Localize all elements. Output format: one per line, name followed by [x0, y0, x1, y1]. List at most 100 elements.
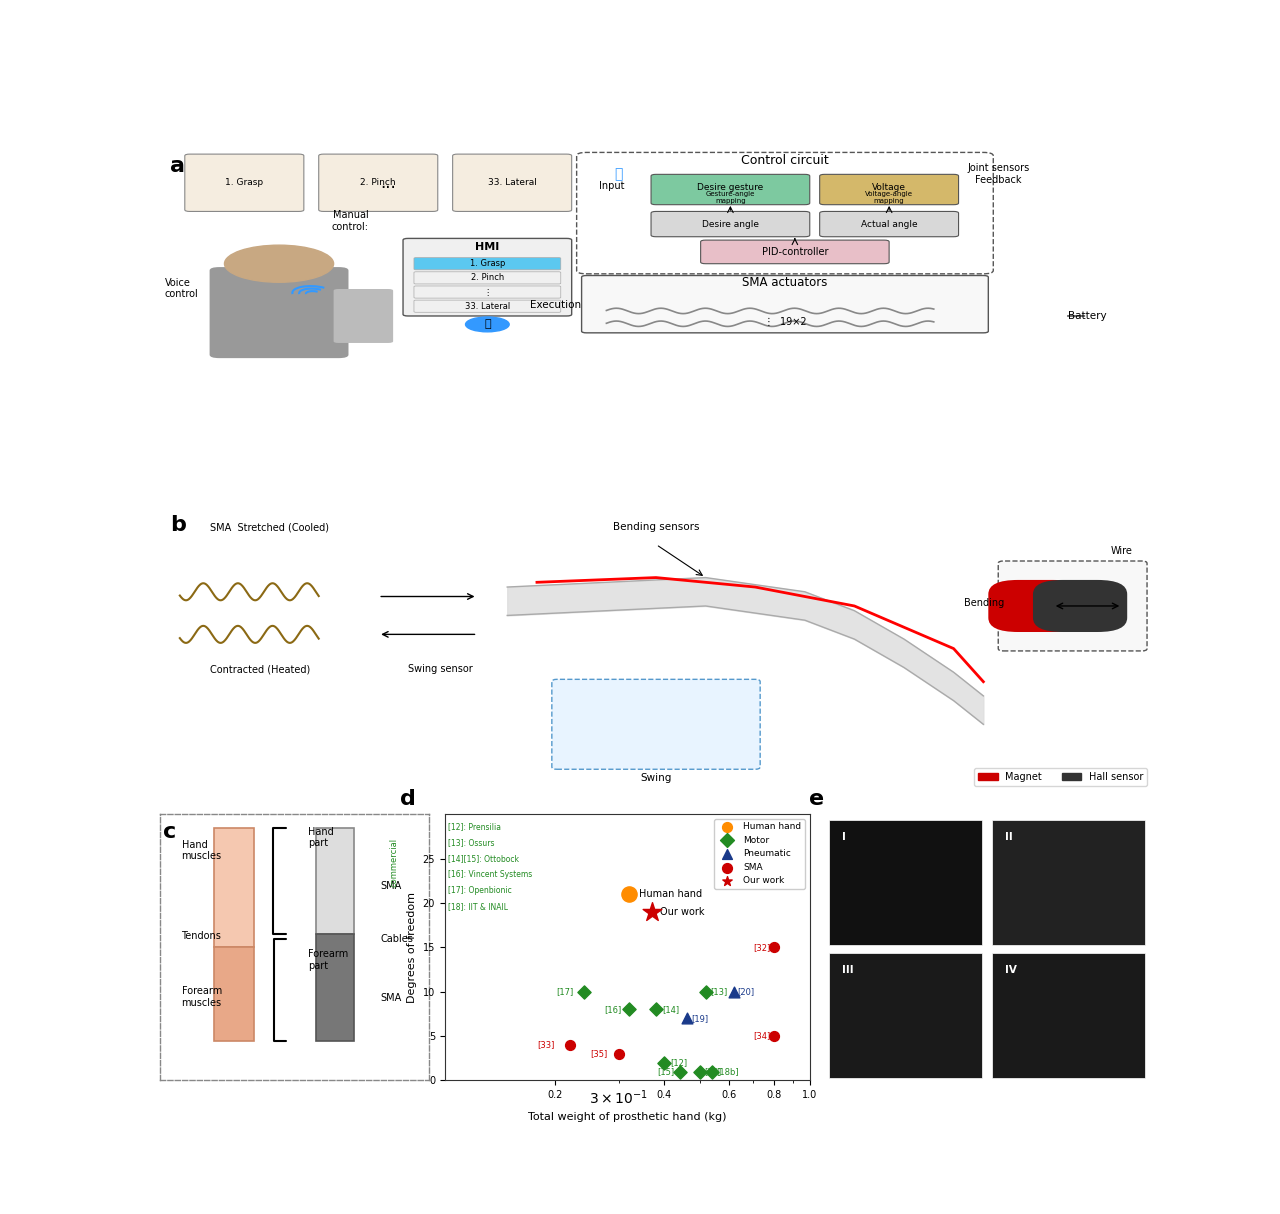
Point: [641, 902, 662, 921]
FancyBboxPatch shape: [413, 300, 561, 312]
X-axis label: Total weight of prosthetic hand (kg): Total weight of prosthetic hand (kg): [527, 1112, 727, 1122]
Text: Control circuit: Control circuit: [741, 154, 829, 168]
Text: [16]: [16]: [604, 1005, 622, 1014]
Text: Desire angle: Desire angle: [701, 220, 759, 228]
Point: [764, 1026, 785, 1045]
FancyBboxPatch shape: [453, 154, 572, 211]
Point: [690, 1062, 710, 1082]
Text: Battery: Battery: [1068, 311, 1106, 322]
Point: [608, 1044, 628, 1063]
Point: [654, 1053, 675, 1072]
Point: [573, 982, 594, 1002]
Text: [18b]: [18b]: [717, 1067, 739, 1076]
FancyBboxPatch shape: [998, 561, 1147, 651]
Text: ⬧: ⬧: [614, 166, 622, 181]
Text: I: I: [842, 832, 846, 841]
FancyBboxPatch shape: [334, 289, 393, 344]
Text: Forearm
muscles: Forearm muscles: [182, 986, 221, 1008]
Polygon shape: [214, 947, 253, 1040]
Text: PID-controller: PID-controller: [762, 246, 828, 257]
Text: [19]: [19]: [691, 1014, 709, 1023]
Text: [34]: [34]: [753, 1032, 771, 1040]
Text: Swing sensor: Swing sensor: [408, 664, 472, 674]
Legend: Human hand, Motor, Pneumatic, SMA, Our work: Human hand, Motor, Pneumatic, SMA, Our w…: [714, 818, 805, 889]
Text: Contracted (Heated): Contracted (Heated): [210, 664, 310, 674]
Point: [618, 1000, 639, 1020]
FancyBboxPatch shape: [319, 154, 438, 211]
Text: [18]: IIT & INAIL: [18]: IIT & INAIL: [448, 902, 508, 910]
FancyBboxPatch shape: [1033, 580, 1128, 632]
Text: [18]: [18]: [704, 1067, 722, 1076]
Text: [12]: Prensilia: [12]: Prensilia: [448, 822, 502, 832]
FancyBboxPatch shape: [552, 680, 760, 770]
Text: III: III: [842, 965, 854, 975]
Text: 1. Grasp: 1. Grasp: [470, 260, 506, 268]
FancyBboxPatch shape: [652, 175, 810, 205]
Text: [17]: [17]: [556, 987, 573, 997]
FancyBboxPatch shape: [403, 238, 572, 316]
Text: [13]: Ossurs: [13]: Ossurs: [448, 838, 495, 847]
Text: Forearm
part: Forearm part: [308, 949, 348, 971]
Text: Actual angle: Actual angle: [861, 220, 918, 228]
Text: II: II: [1005, 832, 1012, 841]
Text: Voltage: Voltage: [872, 183, 906, 192]
FancyBboxPatch shape: [413, 257, 561, 270]
FancyBboxPatch shape: [992, 953, 1146, 1078]
Text: Voltage-angle
mapping: Voltage-angle mapping: [865, 192, 913, 204]
Text: d: d: [399, 789, 416, 809]
Text: Swing: Swing: [640, 773, 672, 783]
Text: 33. Lateral: 33. Lateral: [488, 178, 536, 187]
Text: 2. Pinch: 2. Pinch: [361, 178, 396, 187]
FancyBboxPatch shape: [413, 287, 561, 299]
Text: [13]: [13]: [710, 987, 728, 997]
Text: Input: Input: [599, 181, 625, 191]
Point: [696, 982, 717, 1002]
Text: c: c: [163, 822, 175, 843]
FancyBboxPatch shape: [992, 819, 1146, 944]
Text: e: e: [809, 789, 824, 809]
Text: Bending sensors: Bending sensors: [613, 522, 699, 532]
Text: 1. Grasp: 1. Grasp: [225, 178, 264, 187]
Text: Manual
control:: Manual control:: [332, 210, 369, 232]
Text: Tendons: Tendons: [182, 931, 221, 941]
FancyBboxPatch shape: [413, 272, 561, 284]
Text: Gesture-angle
mapping: Gesture-angle mapping: [705, 192, 755, 204]
Text: Wire: Wire: [1110, 546, 1133, 556]
Text: a: a: [170, 155, 184, 176]
Point: [646, 1000, 667, 1020]
Text: ⋮: ⋮: [483, 288, 492, 296]
Text: [33]: [33]: [538, 1040, 554, 1049]
Text: Cables: Cables: [380, 934, 413, 944]
Text: SMA  Stretched (Cooled): SMA Stretched (Cooled): [210, 522, 329, 532]
FancyBboxPatch shape: [700, 240, 890, 263]
FancyBboxPatch shape: [988, 580, 1083, 632]
Point: [618, 884, 639, 903]
Text: [14][15]: Ottobock: [14][15]: Ottobock: [448, 855, 520, 863]
Text: [16]: Vincent Systems: [16]: Vincent Systems: [448, 870, 532, 879]
Text: 🎤: 🎤: [484, 319, 490, 329]
Polygon shape: [214, 828, 253, 947]
Polygon shape: [316, 934, 353, 1040]
FancyBboxPatch shape: [829, 953, 982, 1078]
Text: commercial: commercial: [389, 838, 398, 886]
Text: Hand
muscles: Hand muscles: [182, 840, 221, 862]
Text: b: b: [170, 515, 186, 535]
Point: [676, 1009, 696, 1028]
Text: [32]: [32]: [753, 943, 771, 952]
FancyBboxPatch shape: [210, 267, 348, 358]
Text: SMA: SMA: [380, 993, 402, 1003]
Text: ⋮  19×2: ⋮ 19×2: [764, 317, 806, 327]
Text: HMI: HMI: [475, 243, 499, 253]
Legend: Magnet, Hall sensor: Magnet, Hall sensor: [974, 768, 1147, 785]
Text: [12]: [12]: [671, 1059, 687, 1067]
Text: [20]: [20]: [737, 987, 755, 997]
FancyBboxPatch shape: [819, 175, 959, 205]
Point: [559, 1036, 580, 1055]
Text: Hand
part: Hand part: [308, 827, 334, 849]
FancyBboxPatch shape: [819, 211, 959, 237]
Y-axis label: Degrees of freedom: Degrees of freedom: [407, 892, 417, 1003]
Text: Human hand: Human hand: [639, 889, 701, 900]
Polygon shape: [316, 828, 353, 934]
Circle shape: [224, 245, 334, 283]
Text: 2. Pinch: 2. Pinch: [471, 273, 504, 283]
